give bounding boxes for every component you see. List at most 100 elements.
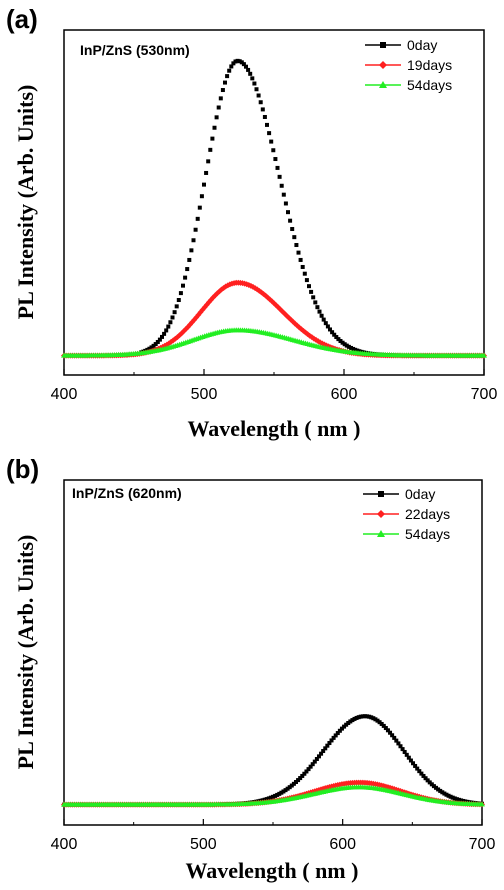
data-point-a-0-80: [307, 284, 311, 289]
data-point-b-0-141: [356, 715, 361, 720]
data-point-a-0-38: [218, 96, 223, 101]
data-point-b-0-168: [413, 763, 418, 768]
data-point-a-0-94: [336, 337, 341, 342]
data-point-b-0-105: [281, 789, 286, 794]
data-point-b-0-97: [264, 797, 269, 802]
data-point-a-0-93: [334, 335, 339, 340]
data-point-b-0-100: [271, 794, 275, 799]
legend-marker-b-0: [378, 491, 384, 497]
data-point-b-0-161: [398, 744, 403, 749]
legend-marker-a-0: [380, 42, 386, 48]
data-point-b-0-109: [289, 783, 294, 788]
data-point-a-0-7: [153, 342, 158, 347]
panel-a: (a) InP/ZnS (530nm) 400 500 600 700 0day 19d…: [6, 4, 497, 441]
x-axis-title-b: Wavelength ( nm ): [186, 858, 359, 883]
data-point-b-0-175: [427, 780, 432, 785]
data-point-a-0-42: [227, 68, 232, 73]
data-point-b-0-167: [411, 761, 416, 766]
data-point-a-0-37: [216, 105, 221, 110]
data-point-a-0-10: [160, 334, 164, 339]
data-point-b-0-157: [390, 733, 395, 738]
data-point-b-0-133: [339, 726, 344, 731]
data-point-b-0-139: [352, 716, 357, 721]
data-point-a-0-101: [351, 346, 356, 351]
data-point-b-0-129: [331, 735, 336, 740]
series-b-2: [61, 784, 485, 807]
data-point-a-0-46: [235, 58, 240, 63]
x-tick-label-b-0: 400: [51, 836, 78, 853]
data-point-b-0-149: [373, 717, 378, 722]
data-point-b-2-200: [479, 801, 485, 807]
data-point-b-0-179: [436, 787, 441, 792]
data-point-b-0-123: [319, 751, 324, 756]
data-point-a-0-14: [168, 320, 173, 325]
data-point-a-0-48: [239, 60, 244, 65]
data-point-b-0-102: [275, 792, 280, 797]
data-point-b-0-163: [402, 749, 407, 754]
data-point-a-0-66: [277, 174, 282, 179]
data-point-b-0-146: [367, 714, 372, 719]
data-point-a-0-16: [172, 310, 177, 315]
data-point-a-0-26: [193, 227, 198, 232]
data-point-b-0-172: [421, 773, 426, 778]
x-tick-label-a-2: 600: [331, 386, 358, 403]
data-point-a-0-12: [164, 328, 169, 333]
data-point-b-0-166: [408, 758, 413, 763]
data-point-a-0-20: [181, 283, 185, 288]
data-point-b-0-117: [306, 767, 311, 772]
data-point-a-0-17: [174, 304, 179, 309]
legend-b: 0day 22days 54days: [363, 486, 450, 542]
data-point-a-0-91: [330, 330, 335, 335]
tick-group-b: 400 500 600 700: [51, 819, 495, 853]
data-point-b-0-101: [273, 793, 278, 798]
legend-label-a-2: 54days: [407, 77, 452, 93]
data-point-b-0-158: [392, 735, 397, 740]
data-point-a-0-72: [290, 227, 295, 232]
x-tick-label-b-2: 600: [329, 836, 356, 853]
data-point-b-0-147: [369, 715, 374, 720]
data-point-b-0-108: [287, 785, 292, 790]
data-point-a-0-55: [254, 87, 259, 92]
panel-label-a: (a): [6, 4, 38, 34]
data-point-b-0-152: [379, 721, 384, 726]
data-point-a-0-62: [269, 139, 274, 144]
data-point-b-0-181: [440, 790, 445, 795]
data-point-a-0-29: [199, 194, 204, 199]
data-point-a-0-44: [231, 61, 236, 66]
data-point-b-0-104: [279, 790, 284, 795]
data-point-a-0-54: [252, 81, 257, 86]
data-point-a-0-23: [187, 257, 192, 262]
x-tick-label-a-3: 700: [471, 386, 498, 403]
data-point-b-0-150: [375, 718, 380, 723]
data-point-b-0-185: [448, 794, 453, 799]
data-point-b-0-169: [415, 766, 420, 771]
data-point-b-0-111: [293, 779, 298, 784]
data-point-b-0-153: [381, 723, 386, 728]
data-point-a-0-103: [355, 348, 360, 353]
x-tick-label-a-0: 400: [51, 386, 78, 403]
data-point-a-0-33: [208, 147, 213, 152]
legend-label-b-2: 54days: [405, 526, 450, 542]
data-point-a-0-97: [342, 342, 347, 347]
data-point-b-0-118: [308, 764, 313, 769]
data-point-b-0-145: [365, 714, 370, 719]
data-point-a-0-13: [166, 324, 171, 329]
data-point-b-0-114: [300, 773, 305, 778]
data-point-b-0-135: [344, 722, 349, 727]
data-point-b-0-171: [419, 771, 424, 776]
data-point-a-0-95: [338, 339, 343, 344]
data-point-a-0-78: [302, 271, 307, 276]
data-point-a-0-22: [185, 267, 190, 272]
legend-marker-b-2: [377, 530, 385, 537]
data-point-b-0-154: [383, 726, 388, 731]
data-point-b-0-116: [304, 769, 309, 774]
legend-label-b-1: 22days: [405, 506, 450, 522]
data-point-b-0-140: [354, 715, 359, 720]
data-point-a-0-88: [323, 321, 328, 326]
data-point-a-0-79: [304, 278, 309, 283]
data-point-b-0-155: [385, 728, 390, 733]
data-point-b-0-127: [327, 741, 332, 746]
series-group-a: [61, 58, 487, 359]
data-point-a-0-36: [214, 115, 219, 120]
legend-marker-a-1: [379, 61, 387, 69]
